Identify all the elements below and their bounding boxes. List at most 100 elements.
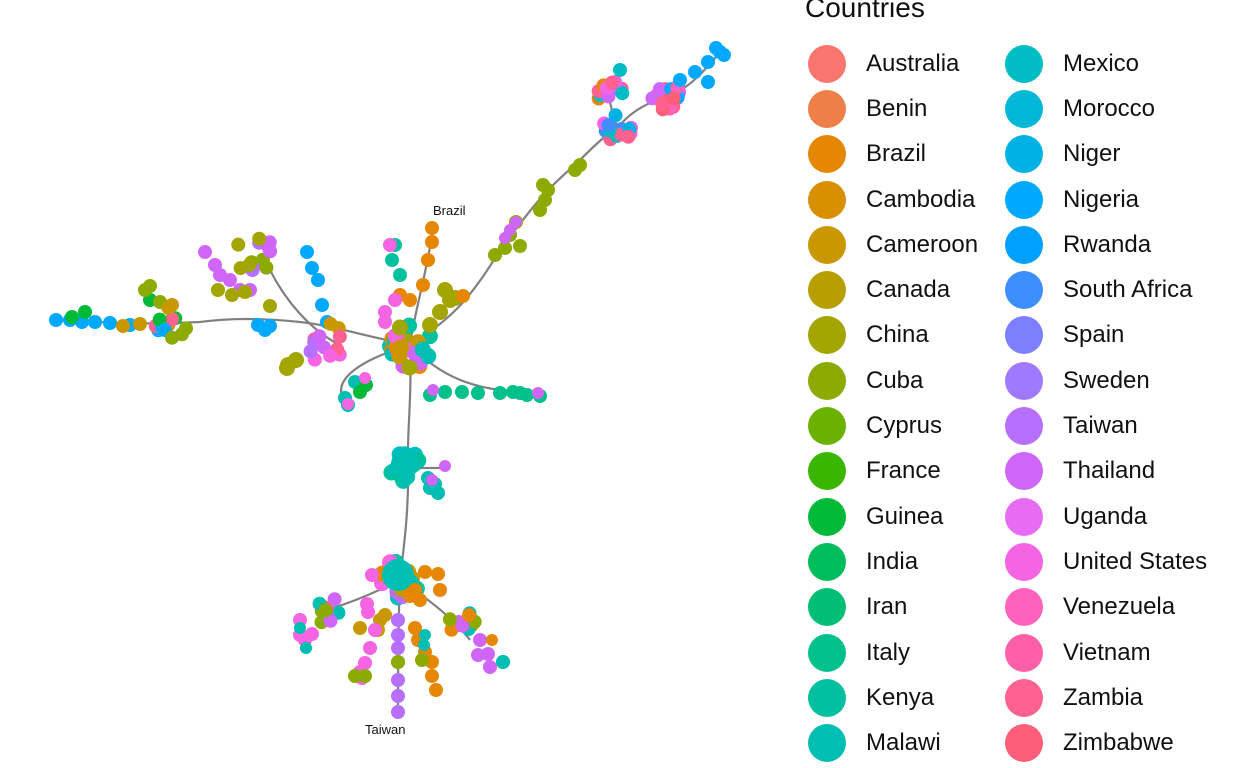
network-node: [426, 474, 438, 486]
network-node: [311, 273, 325, 287]
legend-item: Guinea: [808, 494, 1005, 539]
network-node: [442, 612, 457, 627]
network-node: [323, 316, 338, 331]
network-nodes: [49, 41, 731, 719]
network-node: [608, 108, 623, 123]
network-node: [252, 231, 267, 246]
network-node: [455, 385, 469, 399]
network-node: [385, 253, 399, 267]
network-node: [573, 158, 587, 172]
network-node: [143, 279, 157, 293]
network-node: [258, 323, 272, 337]
network-node: [391, 641, 405, 655]
network-node: [300, 642, 312, 654]
legend-swatch: [1005, 361, 1043, 400]
legend-label: United States: [1063, 547, 1208, 575]
network-node: [462, 608, 477, 623]
legend-item: Kenya: [808, 675, 1005, 720]
legend-swatch: [808, 452, 846, 491]
legend-swatch: [1005, 135, 1043, 174]
network-node: [391, 450, 419, 478]
legend-swatch: [1005, 542, 1043, 581]
legend-item: Venezuela: [1005, 585, 1245, 630]
legend-item: Nigeria: [1005, 177, 1245, 222]
network-node: [152, 312, 167, 327]
legend-item: Sweden: [1005, 358, 1245, 403]
legend-label: South Africa: [1063, 276, 1193, 304]
legend-label: Benin: [866, 94, 928, 122]
legend-item: Spain: [1005, 313, 1245, 358]
network-node: [198, 245, 212, 259]
legend-swatch: [1005, 407, 1043, 446]
network-node: [211, 283, 225, 297]
legend-swatch: [808, 407, 846, 446]
legend-swatch: [808, 225, 846, 264]
legend-item: Mexico: [1005, 41, 1245, 86]
network-node: [496, 655, 510, 669]
legend-label: Malawi: [866, 729, 941, 757]
network-node: [425, 235, 439, 249]
legend-label: Morocco: [1063, 94, 1156, 122]
legend-item: Zimbabwe: [1005, 720, 1245, 765]
legend-label: Mexico: [1063, 49, 1140, 77]
legend-swatch: [1005, 271, 1043, 310]
legend-label: Rwanda: [1063, 230, 1152, 258]
legend-label: Iran: [866, 593, 908, 621]
network-node: [358, 669, 372, 683]
network-node: [342, 398, 354, 410]
network-node: [431, 567, 445, 581]
network-node: [315, 298, 329, 312]
legend-item: France: [808, 449, 1005, 494]
legend-title: Countries: [805, 0, 925, 23]
legend-swatch: [808, 180, 846, 219]
legend-swatch: [808, 44, 846, 83]
legend-label: Cuba: [866, 366, 924, 394]
legend-label: Nigeria: [1063, 185, 1140, 213]
legend-item: Iran: [808, 585, 1005, 630]
legend-swatch: [1005, 452, 1043, 491]
network-node: [403, 589, 417, 603]
network-node: [605, 75, 620, 90]
legend-item: Uganda: [1005, 494, 1245, 539]
network-node: [486, 634, 498, 646]
network-node: [652, 82, 667, 97]
network-node: [49, 313, 63, 327]
network-node: [425, 221, 439, 235]
network-node: [238, 285, 252, 299]
network-node: [401, 359, 418, 376]
network-node: [432, 304, 448, 320]
network-node: [510, 216, 522, 228]
legend-item: Canada: [808, 267, 1005, 312]
network-node: [363, 641, 377, 655]
legend-swatch: [1005, 497, 1043, 536]
legend-item: Brazil: [808, 132, 1005, 177]
network-node: [433, 583, 447, 597]
legend-label: Cameroon: [866, 230, 979, 258]
legend-swatch: [1005, 633, 1043, 672]
network-node: [164, 330, 179, 345]
legend-label: Taiwan: [1063, 412, 1138, 440]
legend-swatch: [808, 135, 846, 174]
legend-swatch: [808, 542, 846, 581]
network-node: [133, 317, 147, 331]
legend-swatch: [808, 724, 846, 763]
legend-item: Thailand: [1005, 449, 1245, 494]
network-node: [116, 319, 130, 333]
legend-label: Guinea: [866, 502, 944, 530]
network-node: [438, 385, 452, 399]
legend-swatch: [1005, 89, 1043, 128]
legend-label: Zambia: [1063, 683, 1144, 711]
network-node: [359, 372, 371, 384]
network-node: [473, 633, 487, 647]
legend-item: China: [808, 313, 1005, 358]
legend-swatch: [1005, 588, 1043, 627]
network-node: [425, 669, 439, 683]
network-node: [483, 660, 497, 674]
network-node: [499, 232, 511, 244]
network-node: [416, 278, 430, 292]
network-node: [421, 328, 438, 345]
network-node: [259, 260, 274, 275]
network-node: [383, 238, 397, 252]
network-node: [709, 41, 723, 55]
legend-item: Morocco: [1005, 86, 1245, 131]
